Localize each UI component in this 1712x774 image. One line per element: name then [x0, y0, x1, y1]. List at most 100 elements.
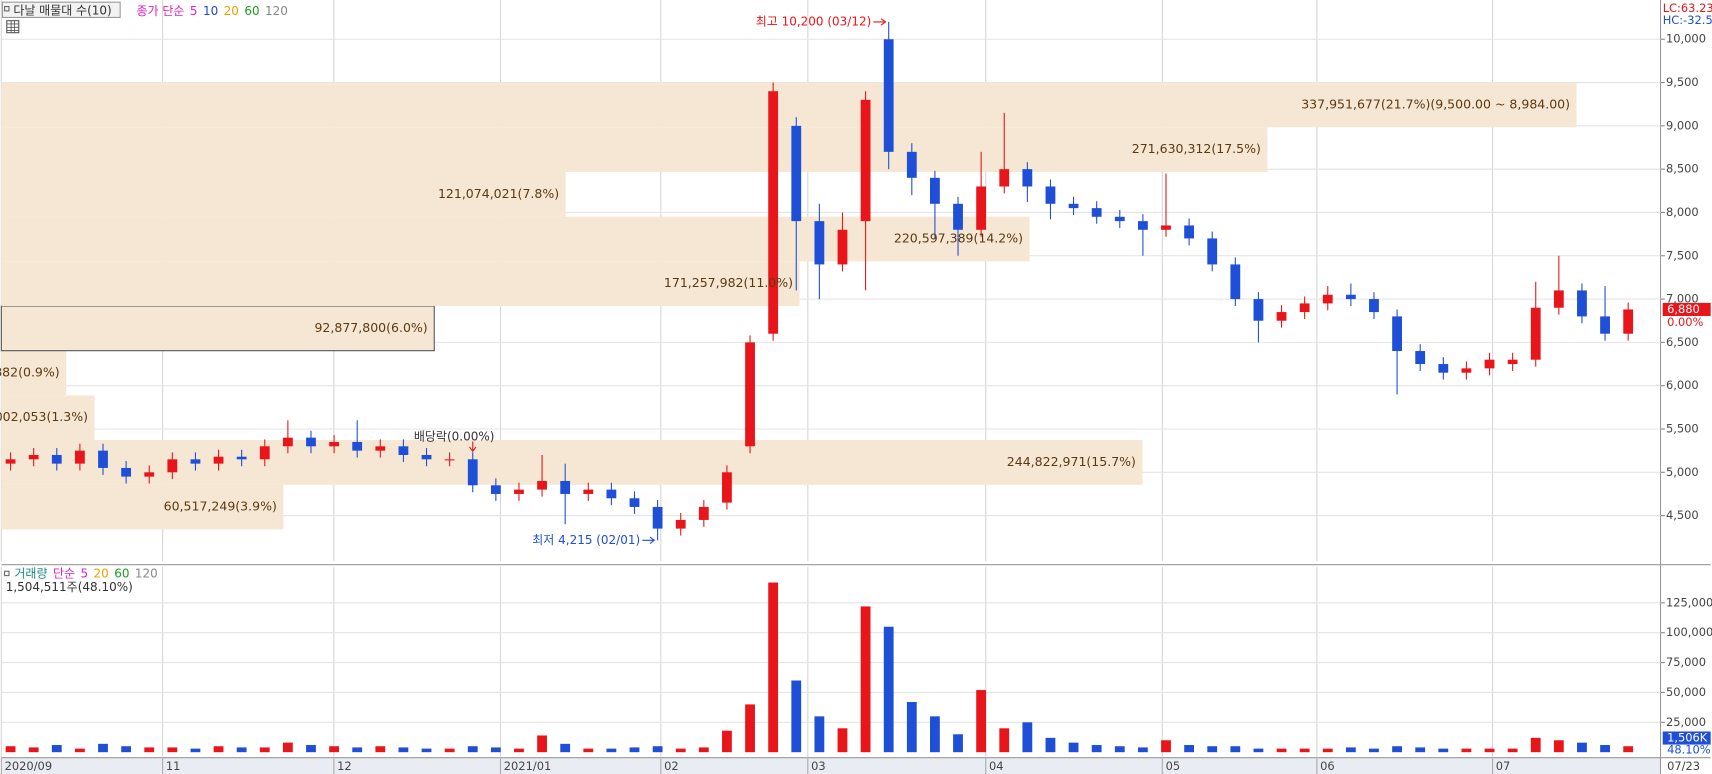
volume-bar: [1207, 746, 1218, 753]
y-tick-label: 75,000: [1666, 655, 1706, 669]
title-box[interactable]: [1, 1, 121, 18]
volume-bar: [1276, 748, 1287, 753]
candle-body: [930, 177, 940, 204]
candle-body: [121, 467, 132, 477]
candle-body: [421, 454, 432, 460]
volume-bar: [629, 747, 640, 753]
volume-profile-label: 20,002,053(1.3%): [0, 409, 88, 424]
current-change: 0.00%: [1667, 315, 1703, 329]
volume-bar: [352, 747, 363, 753]
candle-body: [1577, 290, 1587, 317]
x-tick-label: 12: [337, 759, 352, 773]
legend-period: 5: [80, 566, 88, 580]
legend-period: 60: [244, 3, 259, 17]
volume-profile-label: 271,630,312(17.5%): [1132, 141, 1261, 156]
annotation: 최고 10,200 (03/12): [756, 14, 872, 28]
volume-title: 거래량: [14, 566, 47, 580]
volume-bar: [999, 728, 1010, 753]
x-tick-label: 02: [664, 759, 679, 773]
candle-body: [167, 459, 178, 473]
volume-bar: [1299, 748, 1310, 753]
table-icon-lines: [6, 20, 19, 33]
volume-bar: [953, 734, 963, 753]
volume-profile-label: 121,074,021(7.8%): [438, 186, 559, 201]
candle-body: [1137, 221, 1148, 230]
volume-icon: [4, 570, 10, 577]
x-tick-label: 07: [1496, 759, 1511, 773]
candle-body: [1623, 309, 1634, 334]
candle-body: [51, 454, 62, 464]
volume-bar: [74, 748, 85, 753]
volume-profile-label: 92,877,800(6.0%): [314, 320, 427, 335]
candle-body: [1022, 169, 1033, 187]
legend-period: 20: [224, 3, 239, 17]
legend-period: 10: [203, 3, 218, 17]
candle-body: [1068, 203, 1079, 209]
candle-body: [259, 446, 270, 460]
legend-period: 60: [114, 566, 129, 580]
volume-profile-label: 244,822,971(15.7%): [1007, 454, 1136, 469]
volume-bar: [675, 748, 686, 753]
volume-profile-label: 60,517,249(3.9%): [164, 499, 277, 514]
volume-bar: [306, 745, 316, 753]
x-axis-strip: [1, 757, 1661, 774]
candle-body: [675, 519, 686, 529]
volume-bar: [606, 748, 617, 753]
volume-bar: [259, 747, 270, 753]
candle-body: [722, 472, 732, 503]
table-icon[interactable]: [6, 20, 20, 34]
volume-bar: [1623, 746, 1634, 753]
candle-body: [444, 459, 455, 461]
candle-body: [398, 446, 409, 455]
volume-profile-label: 171,257,982(11.0%): [664, 275, 793, 290]
candle-body: [1091, 208, 1102, 217]
volume-bar: [5, 746, 16, 753]
marks: [5, 21, 1634, 753]
volume-profile-label: 13,916,882(0.9%): [0, 365, 60, 380]
corner-label: HC:-32.5: [1663, 13, 1712, 27]
volume-bar: [976, 690, 987, 753]
candle-body: [1276, 312, 1287, 321]
current-price: 6,880: [1667, 302, 1700, 316]
volume-profile-bar: [1, 216, 1030, 262]
y-tick-label: 4,500: [1666, 508, 1699, 522]
volume-bar: [1392, 746, 1402, 753]
candle-body: [1207, 238, 1218, 265]
volume-profile-bar: [0, 305, 435, 352]
candle-body: [236, 456, 247, 460]
candle-body: [190, 459, 201, 464]
candle-body: [306, 437, 316, 447]
y-tick-label: 9,500: [1666, 75, 1699, 89]
candle-body: [768, 91, 779, 334]
candle-body: [906, 151, 917, 178]
current-price-box: [1662, 302, 1711, 317]
y-tick-label: 50,000: [1666, 685, 1706, 699]
candle-body: [144, 472, 155, 477]
volume-bar: [1068, 742, 1079, 753]
candle-body: [814, 221, 825, 265]
volume-bar: [1184, 745, 1195, 753]
y-tick-label: 8,500: [1666, 162, 1699, 176]
candle-body: [514, 489, 524, 494]
volume-bar: [814, 716, 825, 753]
volume-bar: [1345, 747, 1356, 753]
candle-body: [282, 437, 293, 447]
volume-bar: [167, 747, 178, 753]
volume-profile-bar: [1, 82, 1577, 128]
candle-body: [837, 229, 848, 265]
title-icon: [4, 5, 10, 12]
candle-body: [98, 450, 108, 468]
volume-bar: [1553, 740, 1564, 753]
legend-period: 120: [135, 566, 158, 580]
y-tick-label: 6,000: [1666, 378, 1699, 392]
volume-bar: [236, 747, 247, 753]
x-tick-label: 04: [989, 759, 1004, 773]
volume-bar: [98, 743, 108, 753]
candle-body: [1484, 359, 1495, 369]
candle-body: [1345, 294, 1356, 300]
volume-bar: [1438, 748, 1449, 753]
volume-profile-label: 337,951,677(21.7%)(9,500.00 ~ 8,984.00): [1301, 96, 1570, 111]
candle-body: [1230, 264, 1241, 300]
candle-body: [652, 506, 663, 529]
y-tick-label: 100,000: [1666, 625, 1712, 639]
